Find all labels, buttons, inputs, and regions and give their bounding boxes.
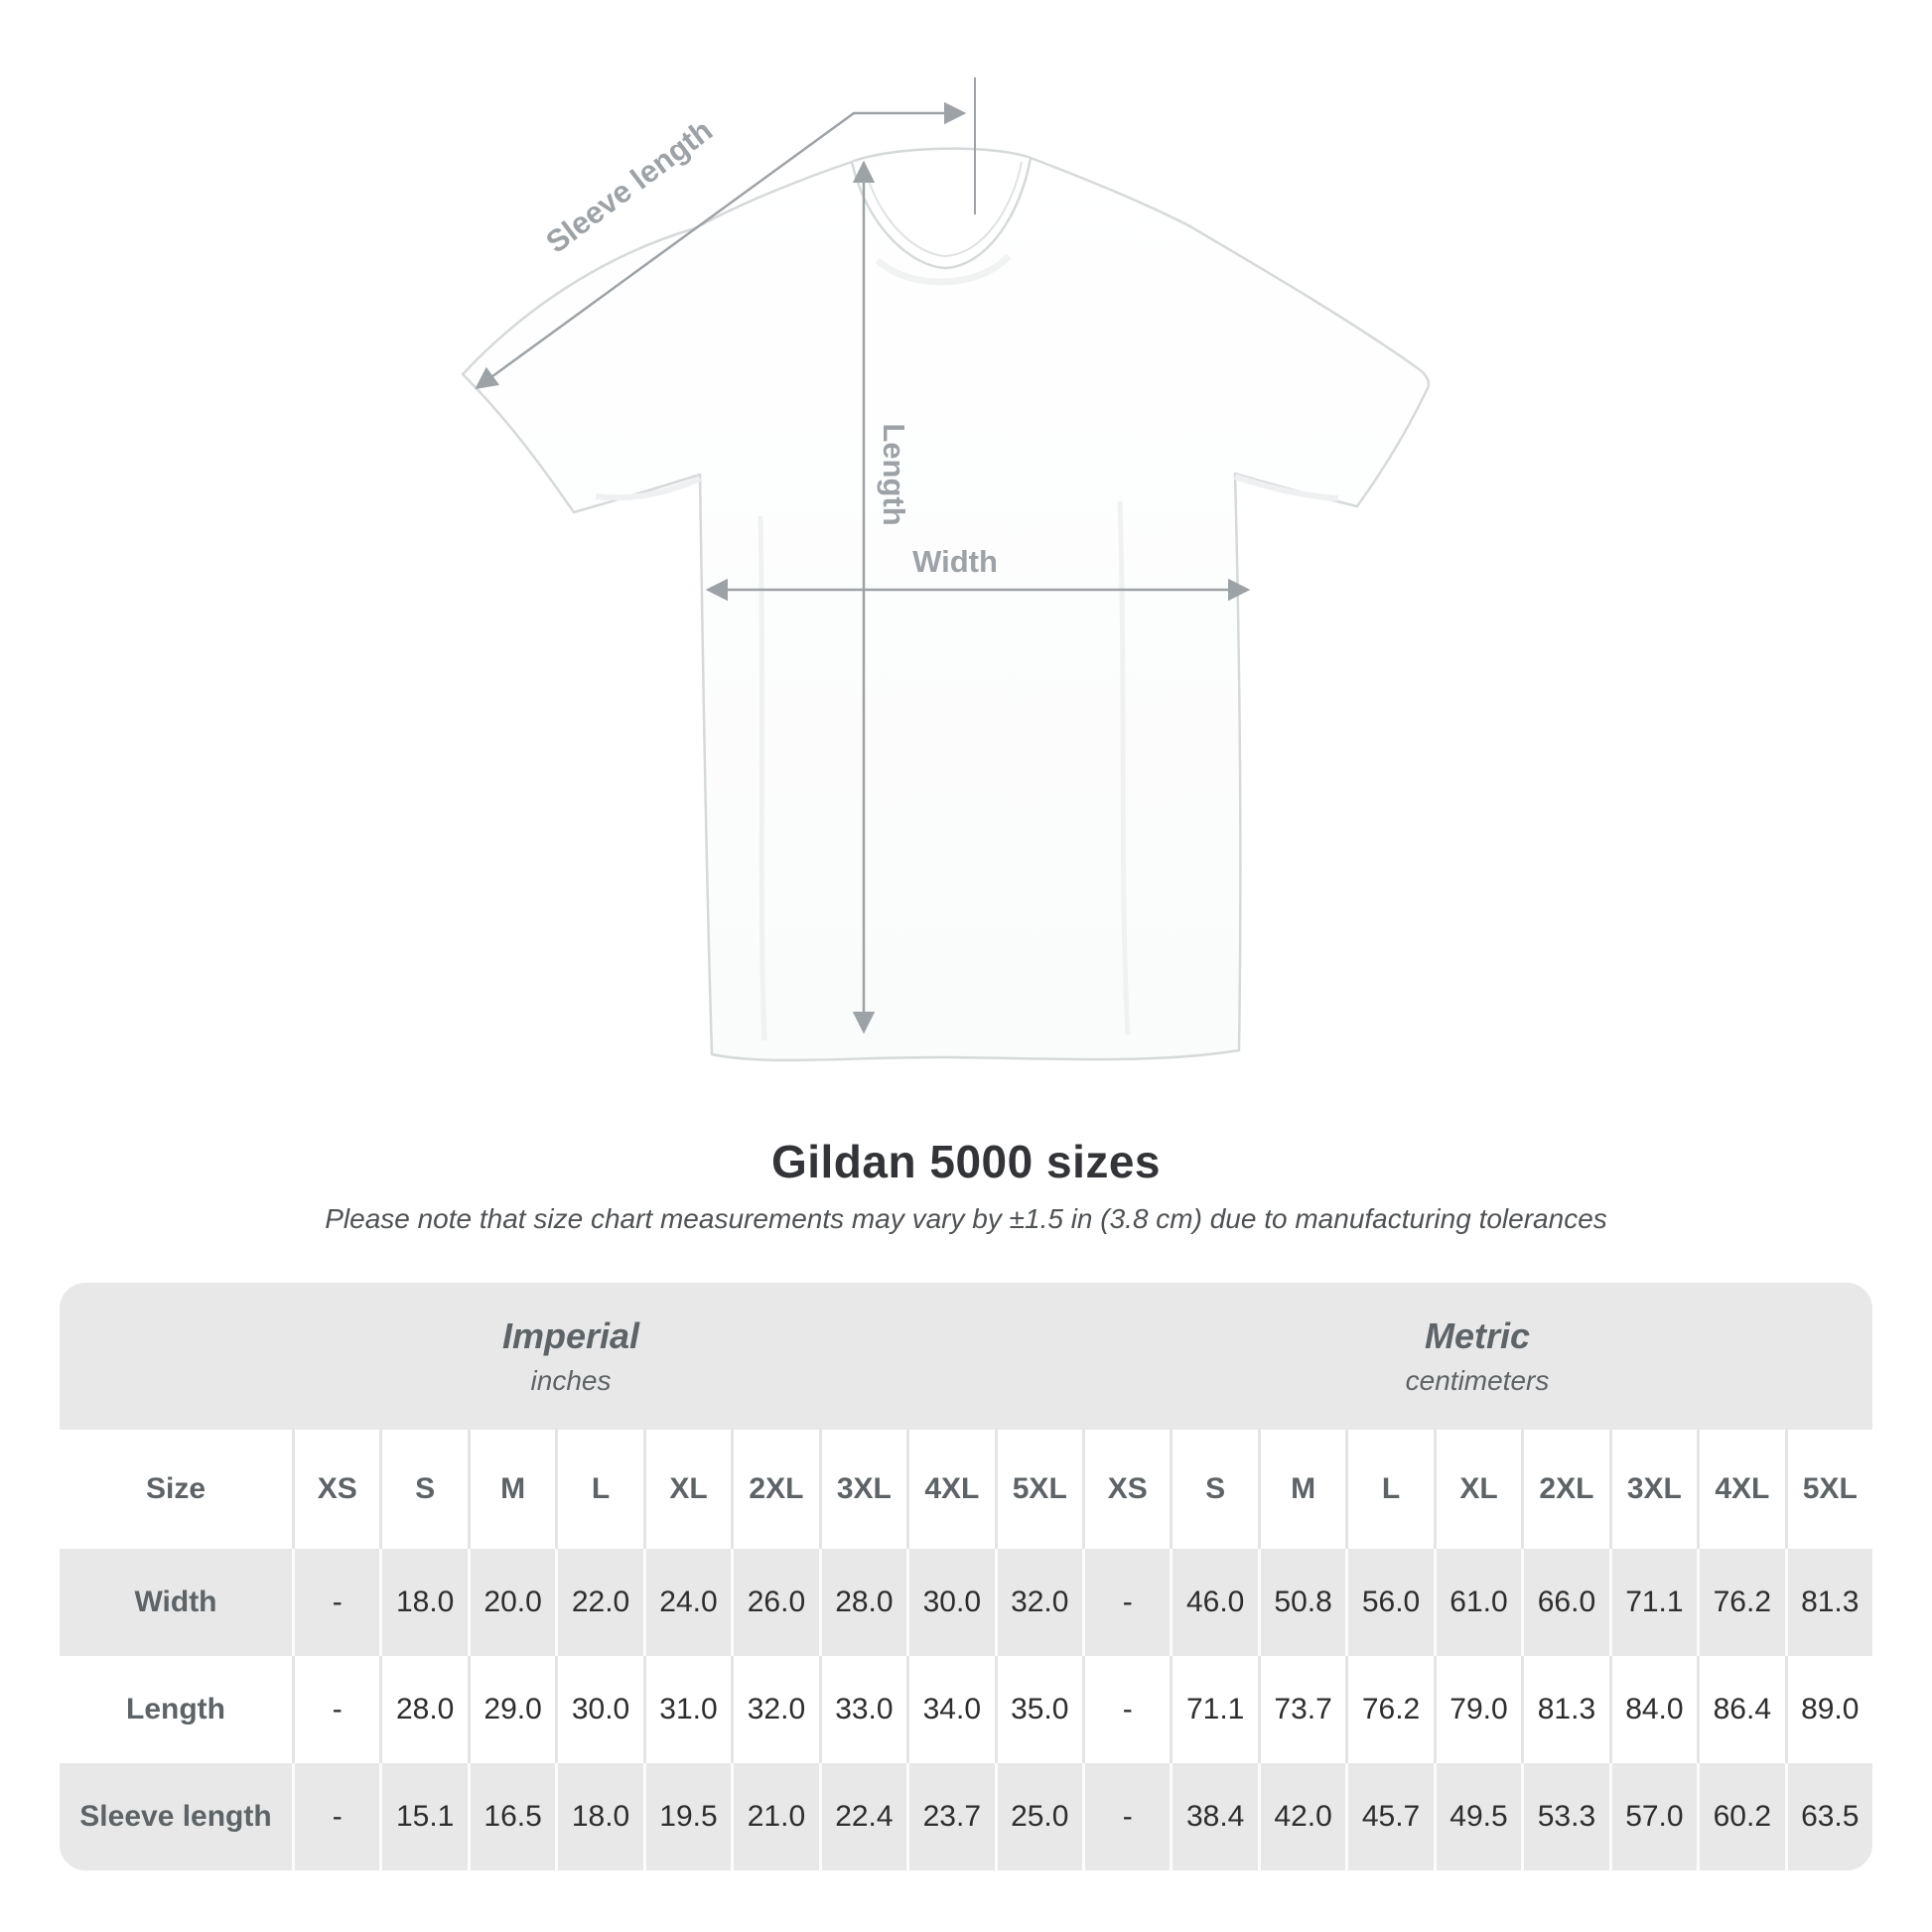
metric-unit: centimeters xyxy=(1405,1365,1550,1396)
column-header-metric-s: S xyxy=(1170,1430,1258,1549)
tshirt-measurement-diagram: Sleeve length Length Width xyxy=(461,77,1431,1062)
table-cell: 46.0 xyxy=(1170,1549,1258,1656)
unit-system-band: Imperial inches Metric centimeters xyxy=(60,1283,1872,1430)
page-title: Gildan 5000 sizes xyxy=(770,1136,1162,1187)
table-cell: 33.0 xyxy=(818,1656,907,1763)
table-cell: 35.0 xyxy=(994,1656,1082,1763)
table-cell: 16.5 xyxy=(467,1763,556,1870)
table-cell: 19.5 xyxy=(642,1763,732,1870)
table-cell: 71.1 xyxy=(1608,1549,1698,1656)
column-header-metric-3xl: 3XL xyxy=(1608,1430,1698,1549)
table-cell: 38.4 xyxy=(1170,1763,1258,1870)
column-header-imperial-4xl: 4XL xyxy=(906,1430,995,1549)
length-label: Length xyxy=(877,423,911,525)
width-label: Width xyxy=(912,544,998,579)
table-cell: 86.4 xyxy=(1697,1656,1785,1763)
table-cell: 20.0 xyxy=(467,1549,556,1656)
table-cell: 50.8 xyxy=(1257,1549,1346,1656)
table-cell: 18.0 xyxy=(555,1763,643,1870)
table-cell: 57.0 xyxy=(1608,1763,1698,1870)
table-cell: 61.0 xyxy=(1433,1549,1522,1656)
table-cell: 26.0 xyxy=(731,1549,819,1656)
column-header-metric-l: L xyxy=(1345,1430,1434,1549)
table-cell: 79.0 xyxy=(1433,1656,1522,1763)
column-header-imperial-3xl: 3XL xyxy=(818,1430,907,1549)
column-header-imperial-m: M xyxy=(467,1430,556,1549)
table-cell: 81.3 xyxy=(1521,1656,1609,1763)
column-header-metric-xl: XL xyxy=(1433,1430,1522,1549)
size-table: Imperial inches Metric centimeters Size … xyxy=(60,1283,1872,1870)
tshirt-underarm-shadow-right xyxy=(1234,474,1339,501)
table-cell: 66.0 xyxy=(1521,1549,1609,1656)
table-cell: - xyxy=(1081,1549,1171,1656)
table-cell: 23.7 xyxy=(906,1763,995,1870)
table-cell: 22.4 xyxy=(818,1763,907,1870)
table-cell: 49.5 xyxy=(1433,1763,1522,1870)
column-header-imperial-s: S xyxy=(379,1430,468,1549)
table-cell: 63.5 xyxy=(1784,1763,1872,1870)
imperial-title: Imperial xyxy=(501,1315,640,1356)
column-header-imperial-xs: XS xyxy=(292,1430,380,1549)
imperial-section-header: Imperial inches xyxy=(60,1283,1082,1430)
metric-section-header: Metric centimeters xyxy=(1082,1283,1872,1430)
column-header-metric-4xl: 4XL xyxy=(1697,1430,1785,1549)
table-cell: 84.0 xyxy=(1608,1656,1698,1763)
table-cell: 56.0 xyxy=(1345,1549,1434,1656)
table-cell: 32.0 xyxy=(994,1549,1082,1656)
table-cell: 25.0 xyxy=(994,1763,1082,1870)
table-cell: 29.0 xyxy=(467,1656,556,1763)
table-cell: 42.0 xyxy=(1257,1763,1346,1870)
column-header-size: Size xyxy=(60,1430,292,1549)
table-cell: 31.0 xyxy=(642,1656,732,1763)
column-header-imperial-l: L xyxy=(555,1430,643,1549)
table-cell: 15.1 xyxy=(379,1763,468,1870)
table-cell: 18.0 xyxy=(379,1549,468,1656)
table-cell: 53.3 xyxy=(1521,1763,1609,1870)
table-cell: 24.0 xyxy=(642,1549,732,1656)
column-header-metric-xs: XS xyxy=(1081,1430,1171,1549)
size-table-grid: Size XS S M L XL 2XL 3XL 4XL 5XL XS S M … xyxy=(60,1430,1872,1870)
table-cell: - xyxy=(292,1763,380,1870)
table-cell: 30.0 xyxy=(906,1549,995,1656)
table-cell: 71.1 xyxy=(1170,1656,1258,1763)
table-cell: - xyxy=(1081,1763,1171,1870)
table-cell: 28.0 xyxy=(379,1656,468,1763)
table-cell: 45.7 xyxy=(1345,1763,1434,1870)
imperial-unit: inches xyxy=(530,1365,612,1396)
table-cell: 30.0 xyxy=(555,1656,643,1763)
tolerance-note: Please note that size chart measurements… xyxy=(325,1203,1607,1234)
table-cell: 21.0 xyxy=(731,1763,819,1870)
column-header-imperial-5xl: 5XL xyxy=(994,1430,1082,1549)
column-header-imperial-xl: XL xyxy=(642,1430,732,1549)
table-cell: 22.0 xyxy=(555,1549,643,1656)
table-cell: 76.2 xyxy=(1697,1549,1785,1656)
row-label-length: Length xyxy=(60,1656,292,1763)
table-cell: - xyxy=(1081,1656,1171,1763)
metric-title: Metric xyxy=(1424,1315,1531,1356)
table-cell: 73.7 xyxy=(1257,1656,1346,1763)
row-label-width: Width xyxy=(60,1549,292,1656)
table-cell: 81.3 xyxy=(1784,1549,1872,1656)
column-header-metric-2xl: 2XL xyxy=(1521,1430,1609,1549)
tshirt-underarm-shadow-left xyxy=(595,476,702,501)
column-header-imperial-2xl: 2XL xyxy=(731,1430,819,1549)
column-header-metric-m: M xyxy=(1257,1430,1346,1549)
sleeve-length-arrow xyxy=(475,101,967,389)
table-cell: - xyxy=(292,1549,380,1656)
table-cell: 32.0 xyxy=(731,1656,819,1763)
row-label-sleeve-length: Sleeve length xyxy=(60,1763,292,1870)
table-cell: 76.2 xyxy=(1345,1656,1434,1763)
table-cell: 89.0 xyxy=(1784,1656,1872,1763)
tshirt-crease-left xyxy=(758,515,767,1041)
table-cell: 34.0 xyxy=(906,1656,995,1763)
table-cell: - xyxy=(292,1656,380,1763)
table-cell: 60.2 xyxy=(1697,1763,1785,1870)
table-cell: 28.0 xyxy=(818,1549,907,1656)
column-header-metric-5xl: 5XL xyxy=(1784,1430,1872,1549)
